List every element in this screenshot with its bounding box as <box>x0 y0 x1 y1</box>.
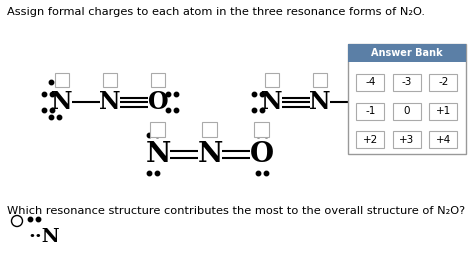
Bar <box>356 102 384 119</box>
Circle shape <box>11 216 22 227</box>
Bar <box>151 122 165 137</box>
Text: +2: +2 <box>363 135 378 145</box>
Text: N: N <box>309 90 331 114</box>
Bar <box>202 122 218 137</box>
Text: N: N <box>99 90 121 114</box>
Bar <box>361 73 375 87</box>
Bar <box>356 131 384 148</box>
Text: Which resonance structure contributes the most to the overall structure of N₂O?: Which resonance structure contributes th… <box>7 206 465 216</box>
Text: -2: -2 <box>438 77 449 87</box>
Text: 0: 0 <box>404 106 410 116</box>
Text: Assign formal charges to each atom in the three resonance forms of N₂O.: Assign formal charges to each atom in th… <box>7 7 425 17</box>
Bar <box>429 131 457 148</box>
Text: N: N <box>261 90 283 114</box>
Text: -1: -1 <box>365 106 376 116</box>
Text: O: O <box>358 90 378 114</box>
Text: +1: +1 <box>436 106 451 116</box>
Bar <box>393 74 421 91</box>
Text: N: N <box>51 90 73 114</box>
Text: -4: -4 <box>365 77 376 87</box>
Text: +4: +4 <box>436 135 451 145</box>
Text: +3: +3 <box>400 135 415 145</box>
Text: O: O <box>250 140 274 167</box>
Bar <box>255 122 270 137</box>
Bar <box>265 73 279 87</box>
Text: O: O <box>148 90 168 114</box>
Bar <box>151 73 165 87</box>
Bar <box>348 44 466 154</box>
Bar <box>393 102 421 119</box>
Bar <box>313 73 327 87</box>
Text: N: N <box>197 140 223 167</box>
Bar <box>348 44 466 62</box>
Text: N: N <box>146 140 171 167</box>
Text: -3: -3 <box>402 77 412 87</box>
Bar <box>429 74 457 91</box>
Bar <box>103 73 117 87</box>
Bar <box>356 74 384 91</box>
Bar <box>393 131 421 148</box>
Bar <box>55 73 69 87</box>
Text: ··N: ··N <box>28 228 60 246</box>
Bar <box>429 102 457 119</box>
Text: Answer Bank: Answer Bank <box>371 48 443 58</box>
